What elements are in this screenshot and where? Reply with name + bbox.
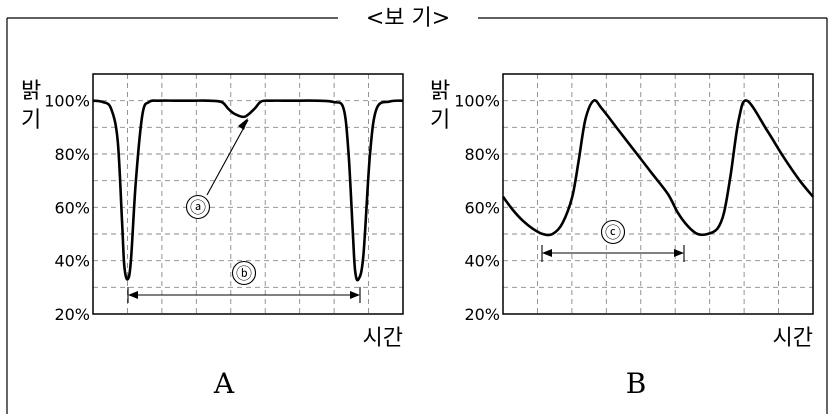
panel-a-yticks: 20% 40% 60% 80% 100%: [44, 92, 90, 324]
panel-a-plot-border: [92, 73, 404, 315]
panel-b-series-line: [501, 99, 815, 237]
annotation-b-circle: [231, 260, 257, 286]
annotation-c-arrowhead-left: [542, 249, 552, 257]
panel-b-xlabel: 시간: [773, 326, 813, 351]
header-title: <보 기>: [366, 6, 450, 31]
panel-a-ytick-label: 60%: [54, 198, 90, 217]
annotation-a-label: ⓐ: [190, 198, 206, 217]
panel-a-ytick-label: 20%: [54, 305, 90, 324]
panel-a-ytick-label: 40%: [54, 252, 90, 271]
panel-b-plot-border: [502, 73, 814, 315]
panel-b-yticks: 20% 40% 60% 80% 100%: [454, 92, 500, 324]
annotation-c-arrowhead-right: [674, 249, 684, 257]
annotation-c-label: ⓒ: [605, 223, 621, 242]
annotation-c-circle: [600, 219, 626, 245]
panel-b-ytick-label: 100%: [454, 92, 500, 111]
annotation-a-arrow: [206, 119, 249, 196]
panel-b-ytick-label: 60%: [464, 198, 500, 217]
annotation-a-circle: [185, 194, 211, 220]
panel-b-ytick-label: 20%: [464, 305, 500, 324]
outer-frame: [6, 17, 828, 414]
annotation-b-label: ⓑ: [236, 264, 252, 283]
panel-a: 20% 40% 60% 80% 100% 밝 기 시간 ⓐ ⓑ A: [21, 73, 404, 400]
panel-b: 20% 40% 60% 80% 100% 밝 기 시간 ⓒ B: [430, 73, 815, 400]
panel-b-ytick-label: 40%: [464, 252, 500, 271]
panel-a-grid: [93, 74, 403, 314]
panel-b-ytick-label: 80%: [464, 145, 500, 164]
panel-a-label: A: [213, 367, 235, 400]
panel-a-ytick-label: 100%: [44, 92, 90, 111]
panel-a-xlabel: 시간: [363, 326, 403, 351]
panel-a-ylabel-1: 밝: [21, 79, 41, 104]
panel-a-ylabel-2: 기: [21, 108, 41, 133]
panel-b-ylabel-2: 기: [430, 108, 450, 133]
panel-b-label: B: [626, 367, 647, 400]
panel-b-grid: [503, 74, 813, 314]
annotation-b-arrowhead-left: [128, 291, 138, 299]
annotation-b-arrowhead-right: [350, 291, 360, 299]
panel-a-series-line: [92, 99, 404, 282]
panel-a-ytick-label: 80%: [54, 145, 90, 164]
annotation-a-arrowhead: [238, 118, 248, 130]
panel-b-ylabel-1: 밝: [430, 79, 450, 104]
